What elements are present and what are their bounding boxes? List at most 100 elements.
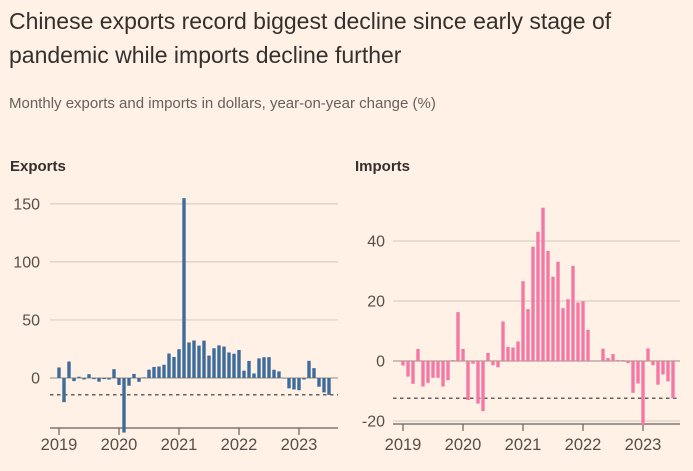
bar	[611, 354, 614, 361]
bar	[102, 378, 105, 379]
bar	[621, 360, 624, 361]
bar	[566, 299, 569, 361]
bar	[506, 347, 509, 361]
bar	[541, 208, 544, 361]
bar	[132, 374, 135, 378]
bar	[661, 361, 664, 375]
bar	[107, 378, 110, 380]
bar	[152, 367, 155, 378]
bar	[586, 330, 589, 361]
bar	[496, 361, 499, 367]
x-tick-label: 2019	[385, 436, 422, 454]
x-tick-label: 2022	[565, 436, 602, 454]
bar	[97, 378, 100, 382]
bar	[666, 361, 669, 381]
bar	[112, 369, 115, 378]
bar	[441, 361, 444, 387]
bar	[426, 361, 429, 383]
bar	[92, 378, 95, 379]
bar	[162, 365, 165, 378]
bar	[556, 262, 559, 361]
bar	[646, 348, 649, 361]
bar	[481, 361, 484, 411]
x-tick-label: 2023	[625, 436, 662, 454]
bar	[486, 353, 489, 361]
bar	[127, 378, 130, 386]
x-tick-label: 2023	[281, 436, 318, 454]
bar	[536, 232, 539, 361]
bar	[157, 367, 160, 378]
bar	[656, 361, 659, 385]
bar	[521, 281, 524, 361]
y-tick-label: 150	[13, 196, 40, 213]
x-tick-label: 2020	[445, 436, 482, 454]
bar	[601, 349, 604, 361]
bar	[456, 312, 459, 361]
bar	[606, 358, 609, 361]
bar	[137, 378, 140, 382]
bar	[272, 370, 275, 378]
bar	[247, 361, 250, 378]
bar	[237, 350, 240, 378]
bar	[187, 342, 190, 378]
x-tick-label: 2021	[505, 436, 542, 454]
bar	[62, 378, 65, 402]
bar	[232, 354, 235, 378]
bar	[476, 361, 479, 404]
bar	[317, 378, 320, 387]
bar	[217, 345, 220, 378]
bar	[277, 371, 280, 378]
page-title: Chinese exports record biggest decline s…	[9, 4, 685, 72]
bar	[307, 361, 310, 378]
bar	[546, 251, 549, 361]
bar	[581, 301, 584, 361]
bar	[172, 357, 175, 378]
y-tick-label: -20	[362, 414, 385, 431]
bar	[636, 361, 639, 384]
bar	[466, 361, 469, 400]
y-tick-label: 0	[31, 371, 40, 388]
bar	[192, 340, 195, 378]
bar	[87, 374, 90, 378]
bar	[117, 378, 120, 385]
bar	[297, 378, 300, 390]
y-tick-label: 20	[367, 294, 385, 311]
bar	[411, 361, 414, 384]
y-tick-label: 0	[376, 354, 385, 371]
bar	[222, 347, 225, 378]
bar	[327, 378, 330, 395]
bar	[526, 309, 529, 361]
bar	[651, 361, 654, 365]
bar	[451, 360, 454, 361]
bar	[641, 361, 644, 425]
bar	[436, 361, 439, 378]
y-tick-label: 100	[13, 254, 40, 271]
x-tick-label: 2022	[221, 436, 258, 454]
bar	[227, 352, 230, 378]
bar	[242, 371, 245, 378]
bar	[207, 356, 210, 378]
bar	[122, 378, 125, 433]
bar	[182, 198, 185, 378]
bar	[72, 378, 75, 381]
x-tick-label: 2020	[101, 436, 138, 454]
bar	[257, 358, 260, 378]
bar	[501, 321, 504, 361]
bar	[571, 266, 574, 361]
bar	[471, 361, 474, 364]
bar	[446, 361, 449, 380]
bar	[516, 342, 519, 362]
bar	[312, 368, 315, 378]
bar	[147, 370, 150, 378]
bar	[576, 303, 579, 362]
bar	[292, 378, 295, 389]
bar	[252, 373, 255, 378]
bar	[421, 361, 424, 387]
bar	[561, 308, 564, 361]
bar	[511, 348, 514, 362]
bar	[631, 361, 634, 393]
bar	[197, 346, 200, 378]
